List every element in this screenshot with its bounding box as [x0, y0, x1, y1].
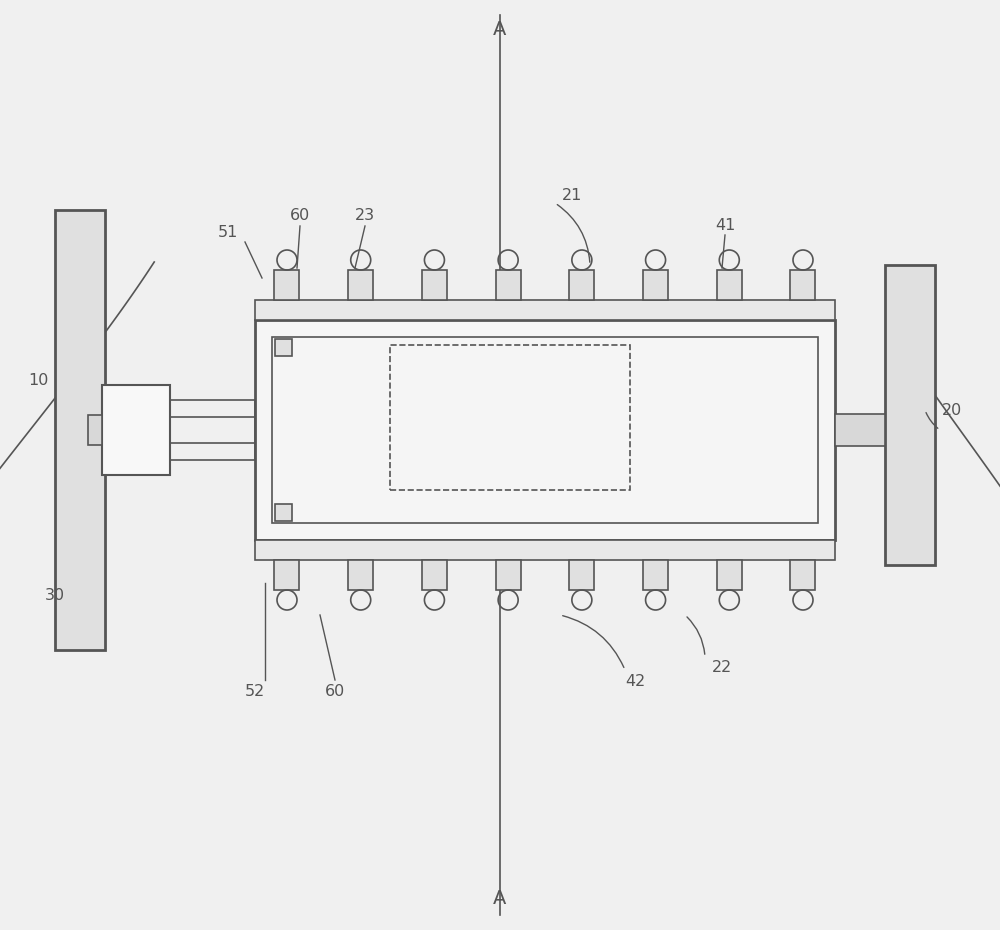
- Text: 51: 51: [218, 224, 238, 240]
- Bar: [55, 210, 105, 650]
- Bar: [496, 270, 521, 300]
- Bar: [496, 560, 521, 590]
- Text: 21: 21: [562, 188, 582, 203]
- Bar: [422, 560, 447, 590]
- Text: 10: 10: [28, 373, 48, 388]
- Bar: [88, 415, 102, 445]
- Bar: [272, 337, 818, 523]
- Text: 60: 60: [290, 207, 310, 222]
- Bar: [717, 560, 742, 590]
- Bar: [390, 345, 630, 490]
- Text: 22: 22: [712, 660, 732, 675]
- Bar: [422, 270, 447, 300]
- Bar: [274, 270, 299, 300]
- Text: 41: 41: [715, 218, 735, 232]
- Text: A: A: [493, 889, 507, 908]
- Text: 23: 23: [355, 207, 375, 222]
- Bar: [569, 560, 594, 590]
- Bar: [348, 560, 373, 590]
- Bar: [255, 300, 835, 320]
- Bar: [885, 265, 935, 565]
- Bar: [643, 560, 668, 590]
- Text: 20: 20: [942, 403, 962, 418]
- Bar: [275, 339, 292, 356]
- Bar: [348, 270, 373, 300]
- Text: 42: 42: [625, 674, 645, 689]
- Bar: [835, 414, 885, 446]
- Text: 60: 60: [325, 684, 345, 699]
- Bar: [790, 560, 815, 590]
- Bar: [274, 560, 299, 590]
- Bar: [717, 270, 742, 300]
- Text: A: A: [493, 20, 507, 39]
- Bar: [790, 270, 815, 300]
- Text: 52: 52: [245, 684, 265, 699]
- Bar: [569, 270, 594, 300]
- Bar: [102, 385, 170, 475]
- Bar: [275, 504, 292, 521]
- Bar: [643, 270, 668, 300]
- Text: 30: 30: [45, 588, 65, 603]
- Bar: [255, 320, 835, 540]
- Bar: [255, 540, 835, 560]
